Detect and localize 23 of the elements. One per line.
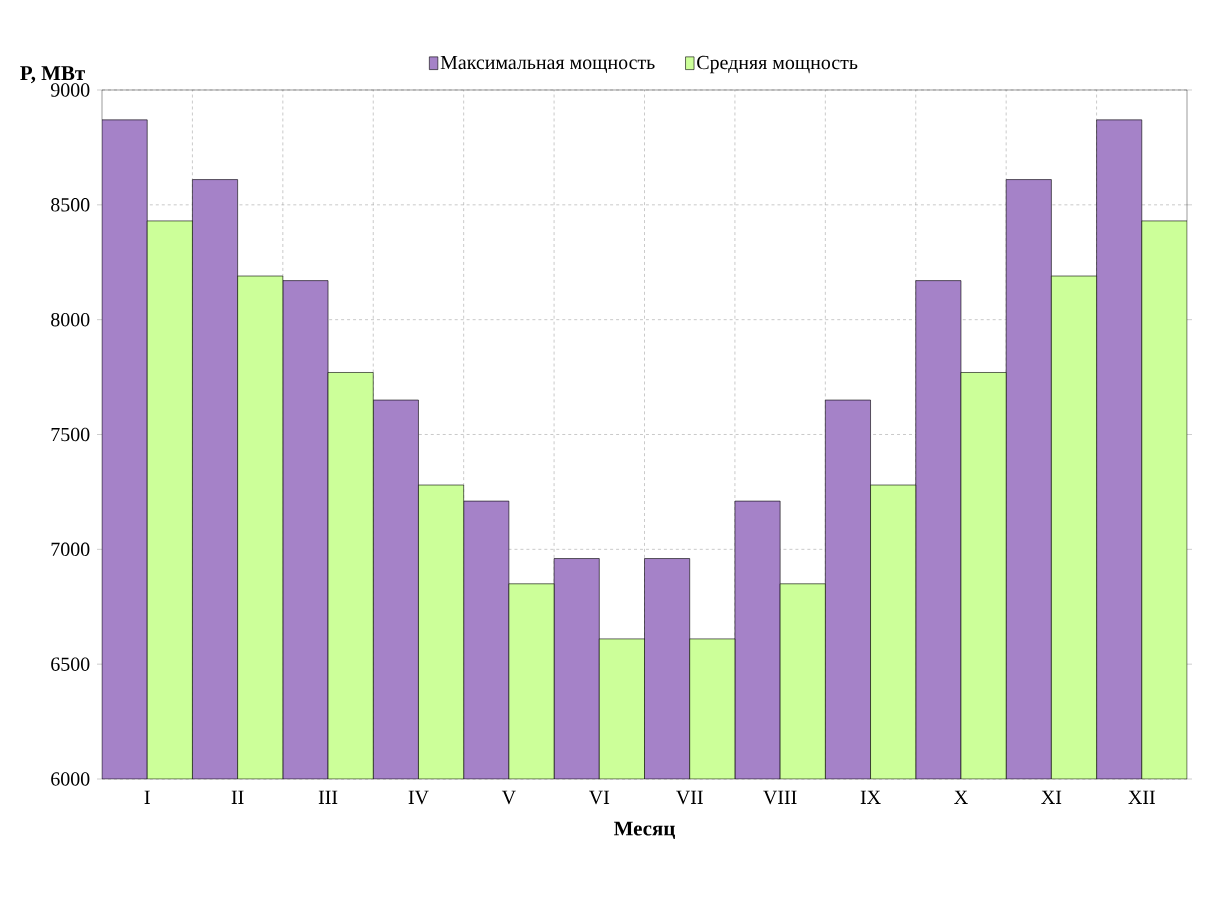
y-tick-label: 6500 xyxy=(51,657,90,671)
x-tick-label: IX xyxy=(860,790,881,804)
x-tick-label: X xyxy=(954,790,968,804)
x-tick-label: XI xyxy=(1041,790,1062,804)
y-tick-label: 7000 xyxy=(51,542,90,557)
x-tick-label: VIII xyxy=(763,790,797,805)
x-tick-label: IV xyxy=(408,790,429,805)
x-tick-label: VI xyxy=(589,790,610,805)
x-tick-label: V xyxy=(501,790,516,805)
x-tick-label: III xyxy=(318,790,338,804)
x-tick-label: II xyxy=(231,790,244,804)
y-tick-label: 6000 xyxy=(51,772,90,786)
legend-label: Средняя мощность xyxy=(697,55,858,74)
x-tick-label: I xyxy=(144,790,150,804)
y-tick-label: 7500 xyxy=(51,427,90,442)
legend-label: Максимальная мощность xyxy=(440,55,655,74)
y-axis-title: P, МВт xyxy=(20,66,85,84)
y-tick-label: 9000 xyxy=(50,83,90,97)
x-tick-label: VII xyxy=(676,790,703,805)
x-tick-label: XII xyxy=(1128,790,1155,804)
y-tick-label: 8500 xyxy=(51,198,90,212)
y-tick-label: 8000 xyxy=(51,312,90,327)
x-axis-title: Месяц xyxy=(614,821,675,840)
